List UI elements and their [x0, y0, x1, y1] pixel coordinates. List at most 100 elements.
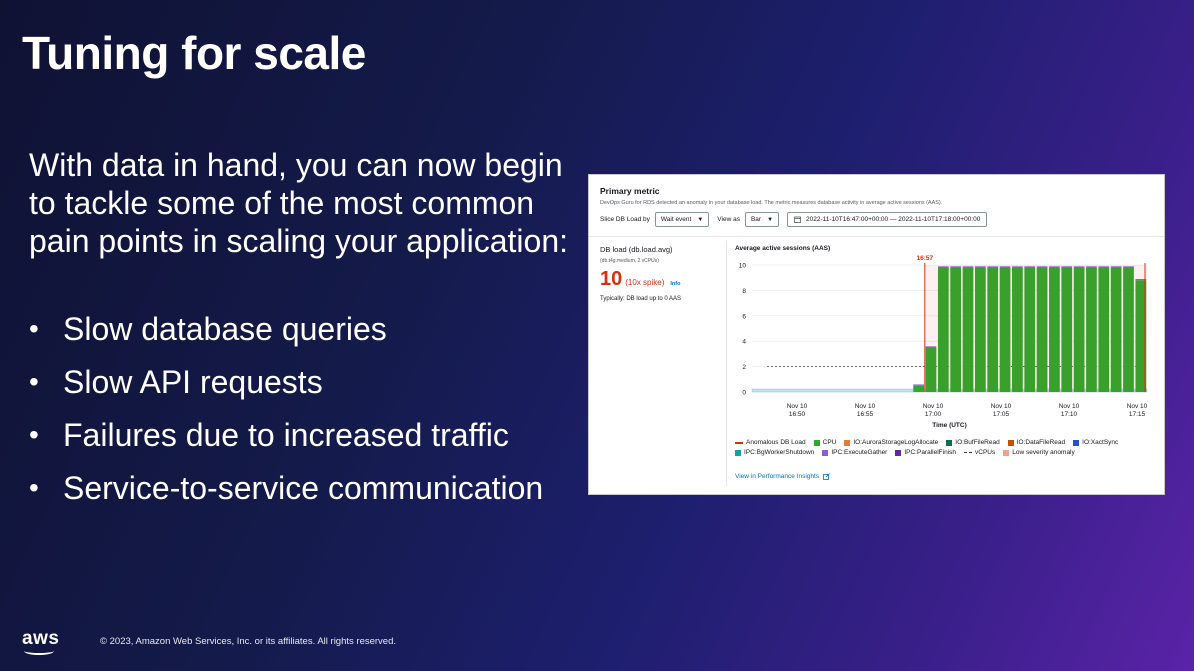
legend-swatch — [946, 439, 953, 446]
bullet-text: Slow API requests — [63, 364, 323, 400]
info-link[interactable]: Info — [670, 281, 681, 287]
x-tick-label: 16:50 — [789, 411, 806, 418]
y-tick-label: 2 — [742, 364, 746, 371]
chart-title: Average active sessions (AAS) — [735, 245, 831, 252]
x-tick-label: Nov 10 — [787, 403, 808, 410]
bar-cap — [950, 266, 962, 268]
date-range-text: 2022-11-10T16:47:00+00:00 — 2022-11-10T1… — [806, 216, 981, 223]
bar-cap — [925, 346, 937, 348]
legend-swatch — [1007, 439, 1014, 446]
legend-item[interactable]: IPC:ParallelFinish — [895, 449, 956, 456]
legend-swatch — [735, 441, 743, 444]
x-tick-label: Nov 10 — [923, 403, 944, 410]
x-tick-label: 17:10 — [1061, 411, 1078, 418]
legend-item[interactable]: IO:DataFileRead — [1007, 439, 1066, 446]
divider — [589, 236, 1164, 237]
slide-title: Tuning for scale — [22, 27, 366, 79]
bullet-list: • Slow database queries • Slow API request… — [29, 310, 589, 522]
x-tick-label: 17:05 — [993, 411, 1010, 418]
bar-cap — [1049, 266, 1060, 268]
bar-cap — [1110, 266, 1122, 268]
bar-cap — [937, 266, 949, 268]
legend-label: IO:XactSync — [1082, 439, 1119, 446]
x-tick-label: Nov 10 — [1127, 403, 1148, 410]
bar — [1086, 267, 1097, 392]
calendar-icon — [794, 216, 801, 223]
legend-item[interactable]: vCPUs — [964, 449, 995, 456]
caret-down-icon: ▼ — [767, 216, 774, 223]
bar — [974, 267, 986, 392]
bullet-item: • Service-to-service communication — [29, 469, 589, 507]
legend-swatch — [895, 449, 902, 456]
slice-value: Wait event — [660, 216, 692, 223]
legend-label: IPC:BgWorkerShutdown — [744, 449, 815, 456]
bar-cap — [913, 384, 925, 386]
legend-label: Anomalous DB Load — [746, 439, 806, 446]
spike-value: 10 — [600, 268, 623, 290]
view-select[interactable]: Bar ▼ — [744, 212, 780, 227]
bar-cap — [987, 266, 999, 268]
aws-logo: aws — [22, 628, 62, 655]
spike-summary: 10 (10x spike) Info — [600, 268, 680, 291]
legend-label: IO:DataFileRead — [1016, 439, 1066, 446]
x-axis-label: Time (UTC) — [932, 422, 967, 429]
bar-cap — [962, 266, 974, 268]
y-tick-label: 10 — [739, 263, 747, 270]
legend-label: IPC:ParallelFinish — [904, 449, 957, 456]
bullet-dot-icon: • — [29, 472, 39, 503]
legend-swatch — [1003, 449, 1010, 456]
x-tick-label: 16:55 — [857, 411, 874, 418]
legend-item[interactable]: IO:AuroraStorageLogAllocate — [844, 439, 938, 446]
panel-title: Primary metric — [600, 186, 660, 196]
bar — [925, 347, 937, 392]
bar — [1073, 267, 1085, 392]
bullet-dot-icon: • — [29, 419, 39, 450]
legend-item[interactable]: IO:XactSync — [1073, 439, 1118, 446]
legend-item[interactable]: Low severity anomaly — [1003, 449, 1075, 456]
legend-item[interactable]: IPC:BgWorkerShutdown — [735, 449, 814, 456]
bar-cap — [1061, 266, 1073, 268]
date-range-picker[interactable]: 2022-11-10T16:47:00+00:00 — 2022-11-10T1… — [787, 212, 988, 227]
bar — [1049, 267, 1060, 392]
bar-cap — [1036, 266, 1048, 268]
external-link-icon — [822, 473, 830, 480]
dbload-label: DB load (db.load.avg) — [600, 245, 673, 254]
bar-cap — [999, 266, 1011, 268]
footer: aws — [22, 628, 62, 655]
bullet-item: • Slow database queries — [29, 310, 589, 348]
bar — [1061, 267, 1073, 392]
anomaly-region — [924, 265, 1147, 392]
x-tick-label: Nov 10 — [855, 403, 876, 410]
bullet-item: • Failures due to increased traffic — [29, 416, 589, 454]
legend-label: IO:AuroraStorageLogAllocate — [853, 439, 939, 446]
bar — [1135, 280, 1147, 392]
link-text: View in Performance Insights — [735, 473, 820, 481]
x-tick-label: 17:15 — [1129, 411, 1146, 418]
bar — [987, 267, 999, 392]
slice-label: Slice DB Load by — [600, 216, 650, 223]
x-tick-label: Nov 10 — [1059, 403, 1080, 410]
bar-cap — [1024, 266, 1036, 268]
anomaly-annotation: 16:57 — [917, 255, 934, 262]
legend-item[interactable]: IPC:ExecuteGather — [822, 449, 887, 456]
typical-load: Typically: DB load up to 0 AAS — [600, 296, 682, 302]
bar-cap — [1135, 279, 1147, 281]
bar — [1012, 267, 1023, 392]
view-value: Bar — [750, 216, 762, 223]
bullet-text: Failures due to increased traffic — [63, 417, 509, 453]
performance-insights-link[interactable]: View in Performance Insights — [735, 473, 830, 480]
legend-item[interactable]: Anomalous DB Load — [735, 439, 806, 446]
legend-item[interactable]: CPU — [813, 439, 836, 446]
x-tick-label: Nov 10 — [991, 403, 1012, 410]
y-tick-label: 6 — [742, 313, 746, 320]
slice-select[interactable]: Wait event ▼ — [654, 212, 710, 227]
intro-text: With data in hand, you can now begin to … — [29, 147, 568, 259]
divider — [726, 241, 727, 486]
bar — [913, 385, 925, 392]
bullet-dot-icon: • — [29, 366, 39, 397]
legend-label: IPC:ExecuteGather — [831, 449, 888, 456]
legend-item[interactable]: IO:BufFileRead — [946, 439, 1000, 446]
bar — [1024, 267, 1036, 392]
bar — [1036, 267, 1048, 392]
